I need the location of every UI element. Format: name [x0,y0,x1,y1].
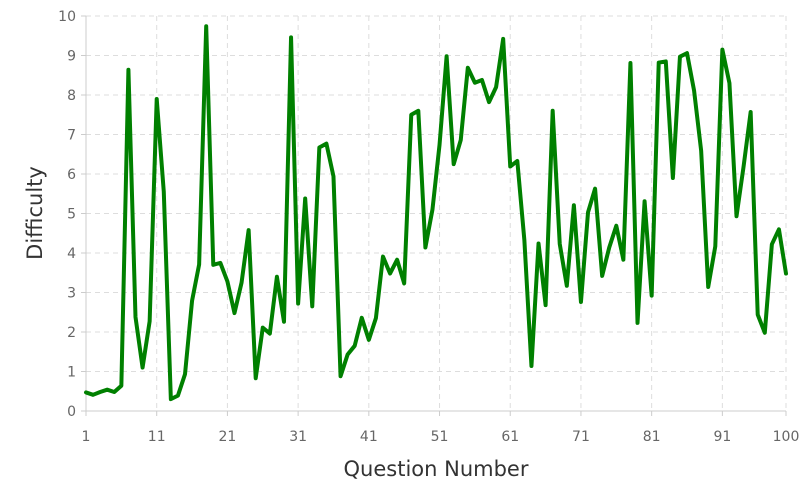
y-tick-label: 1 [67,365,76,381]
x-tick-label: 91 [713,429,731,445]
x-tick-label: 100 [773,429,800,445]
series-line [84,24,788,402]
y-tick-label: 4 [67,246,76,262]
x-tick-label: 71 [572,429,590,445]
y-tick-label: 7 [67,128,76,144]
y-tick-label: 3 [67,286,76,302]
x-tick-label: 51 [431,429,449,445]
x-tick-label: 41 [360,429,378,445]
axes [81,15,787,416]
x-tick-label: 31 [289,429,307,445]
x-tick-label: 81 [643,429,661,445]
x-axis-title: Question Number [344,457,529,481]
y-tick-label: 8 [67,88,76,104]
x-tick-label: 1 [82,429,91,445]
y-tick-label: 9 [67,49,76,65]
y-tick-label: 0 [67,404,76,420]
grid [86,15,787,411]
y-tick-label: 5 [67,207,76,223]
x-tick-label: 61 [501,429,519,445]
x-tick-label: 11 [148,429,166,445]
x-tick-label: 21 [219,429,237,445]
series-layer [84,24,788,402]
y-tick-label: 10 [58,9,76,25]
y-axis-title: Difficulty [23,166,47,260]
y-tick-label: 6 [67,167,76,183]
y-tick-label: 2 [67,325,76,341]
